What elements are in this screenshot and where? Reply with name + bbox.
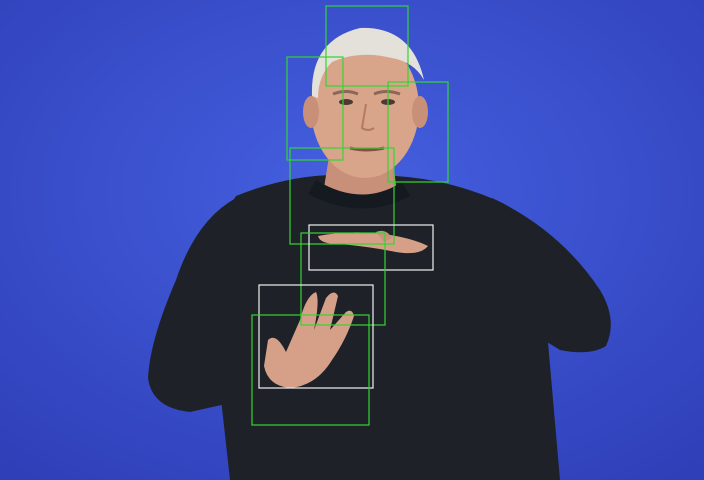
left-brow bbox=[332, 90, 359, 96]
right-brow bbox=[373, 90, 401, 96]
nose bbox=[360, 103, 375, 131]
green-detection-box bbox=[325, 5, 409, 87]
flat-hand-upper bbox=[318, 232, 428, 254]
hair bbox=[311, 27, 424, 98]
green-detection-box bbox=[289, 147, 395, 245]
upper-hand-thumb bbox=[376, 230, 392, 242]
sweater-collar bbox=[308, 180, 410, 209]
detection-boxes bbox=[251, 5, 449, 426]
green-detection-box bbox=[286, 56, 344, 161]
right-ear bbox=[412, 96, 428, 128]
white-detection-box bbox=[258, 284, 374, 389]
sweater-left-arm bbox=[148, 198, 290, 412]
sweater-right-arm bbox=[420, 198, 611, 353]
white-detection-box bbox=[308, 224, 434, 271]
green-detection-box bbox=[387, 81, 449, 183]
left-eye bbox=[339, 99, 353, 105]
green-detection-box bbox=[251, 314, 370, 426]
left-ear bbox=[303, 96, 319, 128]
vertical-hand-lower bbox=[264, 292, 354, 388]
green-detection-box bbox=[300, 232, 386, 326]
